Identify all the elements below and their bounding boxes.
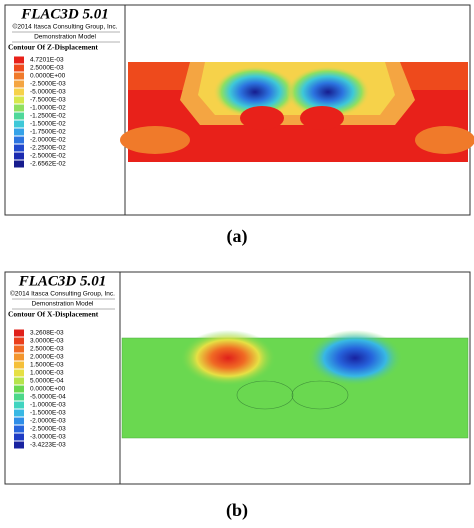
- legend-label: -3.0000E-03: [30, 434, 66, 441]
- legend-label: -2.5000E-02: [30, 153, 66, 160]
- legend-swatch: [14, 112, 24, 120]
- legend-label: 3.0000E-03: [30, 338, 64, 345]
- legend-swatch: [14, 160, 24, 168]
- copyright: ©2014 Itasca Consulting Group, Inc.: [10, 290, 115, 298]
- legend-swatch: [14, 441, 24, 449]
- legend-label: 2.5000E-03: [30, 346, 64, 353]
- legend-label: -2.2500E-02: [30, 145, 66, 152]
- legend-label: -1.0000E-03: [30, 402, 66, 409]
- legend-label: -2.0000E-02: [30, 137, 66, 144]
- legend-label: -2.0000E-03: [30, 418, 66, 425]
- legend-label: 2.0000E-03: [30, 354, 64, 361]
- legend-swatch: [14, 385, 24, 393]
- legend-title: Contour Of Z-Displacement: [8, 43, 98, 52]
- legend-swatch: [14, 64, 24, 72]
- software-title: FLAC3D 5.01: [18, 273, 107, 289]
- legend-label: 3.2608E-03: [30, 330, 64, 337]
- legend-swatch: [14, 80, 24, 88]
- legend-swatch: [14, 144, 24, 152]
- legend-swatch: [14, 425, 24, 433]
- legend-label: -2.5000E-03: [30, 81, 66, 88]
- copyright: ©2014 Itasca Consulting Group, Inc.: [13, 23, 118, 31]
- legend-swatch: [14, 88, 24, 96]
- legend-swatch: [14, 56, 24, 64]
- legend-label: -7.5000E-03: [30, 97, 66, 104]
- legend-label: -1.7500E-02: [30, 129, 66, 136]
- legend-label: -2.5000E-03: [30, 426, 66, 433]
- legend-label: 4.7201E-03: [30, 57, 64, 64]
- legend-label: 0.0000E+00: [30, 386, 66, 393]
- legend-label: -2.6562E-02: [30, 161, 66, 168]
- contour-a: [4, 4, 474, 216]
- legend-swatch: [14, 128, 24, 136]
- legend-swatch: [14, 361, 24, 369]
- legend-label: -3.4223E-03: [30, 442, 66, 449]
- legend-swatch: [14, 417, 24, 425]
- legend-label: 2.5000E-03: [30, 65, 64, 72]
- caption: (a): [227, 226, 248, 247]
- legend-swatch: [14, 369, 24, 377]
- legend-swatch: [14, 393, 24, 401]
- caption: (b): [226, 500, 248, 521]
- legend-label: -1.5000E-02: [30, 121, 66, 128]
- legend-swatch: [14, 401, 24, 409]
- legend-label: -1.5000E-03: [30, 410, 66, 417]
- legend-label: 1.5000E-03: [30, 362, 64, 369]
- legend-label: -5.0000E-04: [30, 394, 66, 401]
- legend-title: Contour Of X-Displacement: [8, 310, 99, 319]
- legend-swatch: [14, 120, 24, 128]
- legend-swatch: [14, 433, 24, 441]
- legend-label: -1.2500E-02: [30, 113, 66, 120]
- software-title: FLAC3D 5.01: [20, 6, 109, 22]
- model-name: Demonstration Model: [34, 34, 96, 41]
- legend-swatch: [14, 353, 24, 361]
- legend-label: -5.0000E-03: [30, 89, 66, 96]
- legend-swatch: [14, 72, 24, 80]
- legend-swatch: [14, 96, 24, 104]
- legend-label: 1.0000E-03: [30, 370, 64, 377]
- contour-b: [4, 271, 471, 485]
- legend-swatch: [14, 337, 24, 345]
- legend-label: 5.0000E-04: [30, 378, 64, 385]
- legend-label: -1.0000E-02: [30, 105, 66, 112]
- legend-swatch: [14, 104, 24, 112]
- legend-swatch: [14, 377, 24, 385]
- legend-label: 0.0000E+00: [30, 73, 66, 80]
- model-name: Demonstration Model: [32, 301, 94, 308]
- legend-swatch: [14, 409, 24, 417]
- legend-swatch: [14, 136, 24, 144]
- legend-swatch: [14, 329, 24, 337]
- legend-swatch: [14, 345, 24, 353]
- legend-swatch: [14, 152, 24, 160]
